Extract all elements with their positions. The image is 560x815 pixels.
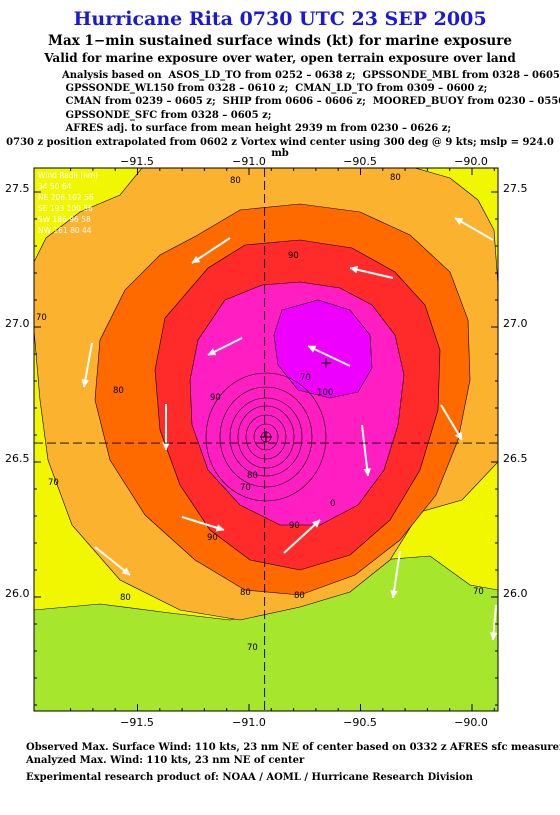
lon-tick-label: −91.5	[120, 155, 154, 168]
exposure-note: Valid for marine exposure over water, op…	[44, 51, 516, 65]
lon-tick-label: −91.0	[232, 155, 266, 168]
contour-label: 80	[120, 593, 131, 603]
longitude-labels-bottom: −91.5 −91.0 −90.5 −90.0	[120, 716, 488, 729]
legend-row: SE 193 100 56	[38, 204, 93, 213]
wind-arrow	[361, 424, 371, 477]
legend-row: NW 161 80 44	[38, 226, 92, 235]
observed-max-wind: Observed Max. Surface Wind: 110 kts, 23 …	[26, 742, 560, 753]
lat-tick-label: 26.5	[5, 452, 30, 465]
lat-tick-label: 27.0	[503, 317, 528, 330]
wind-arrows	[81, 217, 498, 641]
lat-tick-label: 27.5	[5, 182, 30, 195]
lon-tick-label: −90.0	[454, 155, 488, 168]
contour-lines	[34, 168, 498, 621]
wind-map: 80 80 90 70 80 90 100 70 80 90 80 80 70 70 70 80 70 90 0 W…	[5, 155, 528, 729]
lon-tick-label: −91.0	[232, 716, 266, 729]
map-title: Hurricane Rita 0730 UTC 23 SEP 2005	[73, 8, 487, 30]
storm-center-marker	[260, 431, 272, 443]
lat-tick-label: 26.0	[5, 587, 30, 600]
contour-label: 70	[240, 483, 251, 493]
contour-label: 0	[330, 499, 335, 509]
lat-tick-label: 26.0	[503, 587, 528, 600]
wind-arrow	[440, 404, 463, 441]
analysis-sources: Analysis based on ASOS_LD_TO from 0252 –…	[62, 69, 560, 135]
lat-tick-label: 27.5	[503, 182, 528, 195]
legend-row: SW 186 96 58	[38, 215, 91, 224]
wind-arrow	[307, 345, 351, 367]
wind-arrow	[94, 546, 131, 576]
position-note: 0730 z position extrapolated from 0602 z…	[6, 137, 554, 159]
wind-arrow	[390, 550, 401, 599]
lon-tick-label: −90.0	[454, 716, 488, 729]
contour-labels: 80 80 90 70 80 90 100 70 80 90 80 80 70 70 70 80 70 90 0	[36, 173, 484, 653]
wind-arrow	[283, 519, 321, 554]
contour-label: 90	[210, 393, 221, 403]
wind-arrow	[81, 342, 93, 388]
contour-label: 70	[300, 373, 311, 383]
latitude-labels-right: 27.5 27.0 26.5 26.0	[503, 182, 528, 600]
latitude-labels-left: 27.5 27.0 26.5 26.0	[5, 182, 30, 600]
wind-arrow	[349, 265, 394, 279]
contour-label: 80	[294, 591, 305, 601]
wind-arrow	[454, 217, 494, 241]
map-subtitle: Max 1−min sustained surface winds (kt) f…	[48, 33, 512, 49]
map-frame	[33, 167, 499, 712]
contour-label: 90	[207, 533, 218, 543]
lon-tick-label: −90.5	[343, 155, 377, 168]
wind-arrow	[207, 337, 243, 356]
wind-arrow	[489, 604, 498, 641]
analysis-line: Analysis based on ASOS_LD_TO from 0252 –…	[62, 70, 560, 81]
contour-label: 90	[288, 251, 299, 261]
contour-label: 80	[230, 176, 241, 186]
map-ticks	[34, 168, 498, 711]
legend-row: NE 206 102 56	[38, 193, 94, 202]
contour-label: 80	[390, 173, 401, 183]
max-wind-marker	[321, 358, 331, 368]
contour-label: 80	[247, 471, 258, 481]
wind-arrow	[191, 237, 231, 264]
contour-label: 80	[240, 588, 251, 598]
legend-title: Wind Radii (nm)	[38, 171, 98, 180]
legend-row: 34 50 64	[38, 182, 72, 191]
analyzed-max-wind: Analyzed Max. Wind: 110 kts, 23 nm NE of…	[26, 755, 305, 766]
contour-label: 70	[473, 587, 484, 597]
lon-tick-label: −90.5	[343, 716, 377, 729]
credit-line: Experimental research product of: NOAA /…	[26, 772, 473, 783]
contour-label: 70	[48, 478, 59, 488]
lat-tick-label: 27.0	[5, 317, 30, 330]
analysis-line: AFRES adj. to surface from mean height 2…	[62, 122, 452, 134]
wind-radii-legend: Wind Radii (nm) 34 50 64 NE 206 102 56 S…	[38, 171, 98, 235]
contour-label: 100	[317, 388, 333, 398]
longitude-labels-top: −91.5 −91.0 −90.5 −90.0	[120, 155, 488, 168]
wind-arrow	[181, 516, 225, 532]
analysis-line: GPSSONDE_SFC from 0328 – 0605 z;	[62, 109, 272, 121]
lat-tick-label: 26.5	[503, 452, 528, 465]
analysis-line: CMAN from 0239 – 0605 z; SHIP from 0606 …	[62, 96, 560, 108]
contour-label: 80	[113, 386, 124, 396]
contour-label: 70	[36, 313, 47, 323]
contour-label: 90	[289, 521, 300, 531]
lon-tick-label: −91.5	[120, 716, 154, 729]
analysis-line: GPSSONDE_WL150 from 0328 – 0610 z; CMAN_…	[62, 83, 488, 95]
contour-label: 70	[247, 643, 258, 653]
